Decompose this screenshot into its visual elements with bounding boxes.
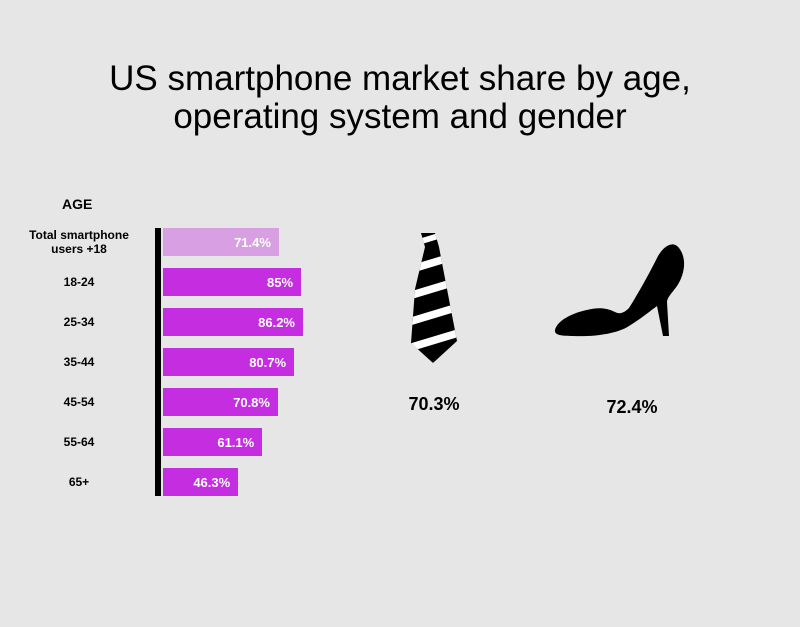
bar: 86.2% [163, 308, 303, 336]
necktie-icon [411, 233, 457, 363]
bar-value-label: 70.8% [233, 394, 270, 410]
chart-title-line-2: operating system and gender [173, 97, 627, 136]
category-label-line: 55-64 [63, 435, 95, 449]
bar-value-label: 85% [267, 274, 294, 290]
category-label: 35-44 [14, 355, 144, 369]
bar-value-label: 61.1% [217, 434, 255, 450]
category-label-line: Total smartphone [29, 228, 129, 242]
bar: 80.7% [163, 348, 295, 376]
bar-value-label: 86.2% [258, 314, 295, 330]
bar-value-label: 80.7% [249, 354, 287, 370]
category-label: 18-24 [14, 275, 144, 289]
category-label: 25-34 [14, 315, 144, 329]
bar: 61.1% [163, 428, 263, 456]
category-label-line: 18-24 [63, 275, 95, 289]
male-share-label: 70.3% [408, 394, 460, 414]
chart-title: US smartphone market share by age, opera… [0, 60, 800, 136]
bar: 70.8% [163, 388, 278, 416]
category-label: Total smartphone users +18 [14, 228, 144, 256]
category-label: 65+ [14, 475, 144, 489]
category-label-line: 35-44 [63, 355, 95, 369]
category-label-line: 65+ [68, 475, 90, 489]
chart-title-line-1: US smartphone market share by age, [109, 59, 691, 98]
bar: 71.4% [163, 228, 279, 256]
category-label: 45-54 [14, 395, 144, 409]
category-label: 55-64 [14, 435, 144, 449]
category-label-line: 45-54 [63, 395, 95, 409]
bar: 85% [163, 268, 302, 296]
bar-value-label: 46.3% [193, 474, 231, 490]
bar: 46.3% [163, 468, 239, 496]
high-heel-shoe-icon [554, 244, 685, 337]
age-axis-header: AGE [62, 196, 93, 212]
bar-axis-line [155, 228, 161, 496]
category-label-line: users +18 [51, 242, 107, 256]
female-share-label: 72.4% [606, 397, 658, 417]
category-label-line: 25-34 [63, 315, 95, 329]
bar-value-label: 71.4% [234, 234, 271, 250]
